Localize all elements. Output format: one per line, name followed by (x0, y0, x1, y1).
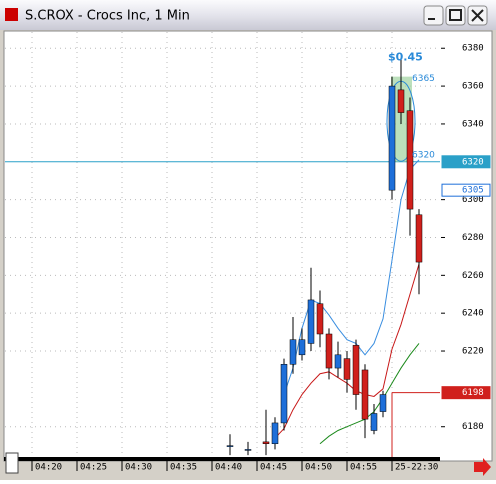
app-icon (5, 8, 18, 21)
window-title: S.CROX - Crocs Inc, 1 Min (25, 9, 190, 24)
y-tick-label: 6260 (462, 271, 484, 281)
annotation: $0.45 (388, 51, 423, 64)
scroll-box[interactable] (5, 452, 19, 474)
price-marker (441, 386, 491, 400)
price-marker-label: 6305 (462, 186, 484, 196)
annotation: 6320 (412, 150, 435, 160)
y-tick-label: 6380 (462, 44, 484, 54)
x-tick-label: 04:40 (215, 463, 242, 473)
candle-body (379, 394, 387, 412)
x-tick-label: 04:50 (305, 463, 332, 473)
x-tick-label: 04:45 (260, 463, 287, 473)
x-tick-label: 04:55 (350, 463, 377, 473)
candle-body (388, 85, 396, 191)
candle-body (280, 364, 288, 424)
candle-body (271, 422, 279, 445)
y-tick-label: 6280 (462, 233, 484, 243)
candle-body (226, 445, 234, 447)
price-marker-label: 6198 (462, 388, 484, 398)
price-marker (441, 183, 491, 197)
time-axis-bar (4, 457, 440, 461)
candle-body (262, 441, 270, 445)
candle-body (415, 214, 423, 263)
x-tick-label: 04:35 (170, 463, 197, 473)
candle-body (361, 369, 369, 420)
title-bar (0, 0, 496, 30)
y-tick-label: 6360 (462, 82, 484, 92)
indicator-line (283, 159, 420, 395)
close-button[interactable] (467, 5, 488, 26)
plot (5, 32, 440, 457)
indicator-line (319, 343, 420, 445)
annotation: 6365 (412, 74, 435, 84)
candle-body (298, 339, 306, 356)
scroll-right-arrow[interactable] (474, 458, 491, 476)
x-tick-label: 04:25 (80, 463, 107, 473)
candle-body (325, 333, 333, 369)
candle-body (244, 449, 252, 451)
candle-body (397, 89, 405, 113)
candle-body (352, 345, 360, 395)
maximize-button[interactable] (445, 5, 466, 26)
candle-body (406, 110, 414, 210)
y-tick-label: 6220 (462, 347, 484, 357)
y-tick-label: 6180 (462, 422, 484, 432)
y-tick-label: 6340 (462, 119, 484, 129)
y-tick-label: 6300 (462, 195, 484, 205)
x-tick-label: 04:30 (125, 463, 152, 473)
y-tick-label: 6240 (462, 309, 484, 319)
price-marker (441, 155, 491, 169)
candle-body (334, 354, 342, 369)
x-tick-label: 25-22:30 (395, 463, 438, 473)
candle-body (289, 339, 297, 365)
candle-body (316, 303, 324, 335)
minimize-button[interactable] (423, 5, 444, 26)
candle-body (307, 299, 315, 344)
price-marker-label: 6320 (462, 157, 484, 167)
candle-body (343, 358, 351, 380)
candle-body (370, 413, 378, 431)
x-tick-label: 04:20 (35, 463, 62, 473)
